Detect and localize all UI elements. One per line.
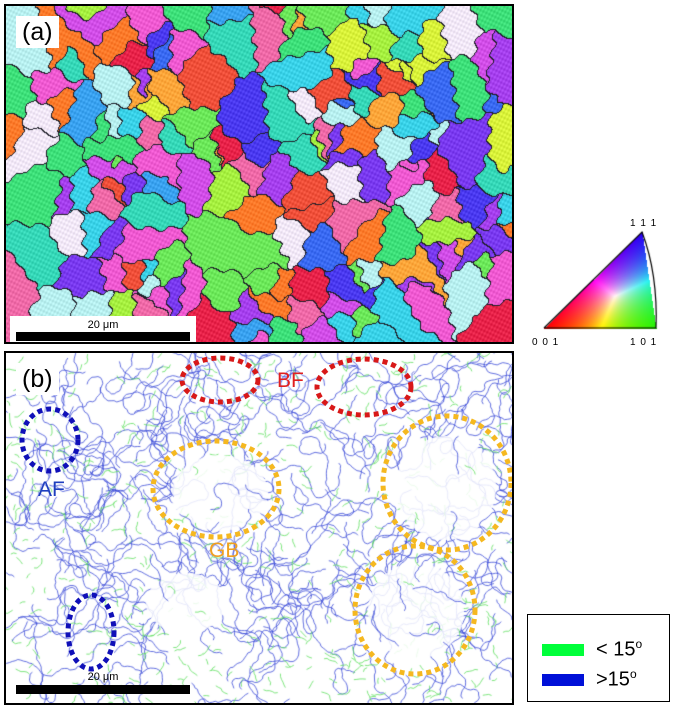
boundary-legend: < 15o >15o — [527, 614, 670, 702]
annotation-overlay — [19, 355, 512, 677]
legend-swatch-blue — [542, 674, 584, 686]
ipf-orientation-map: (a) 20 μm — [4, 4, 514, 344]
ipf-label-001: 0 0 1 — [532, 337, 560, 348]
scale-bar-label-b: 20 μm — [87, 671, 119, 683]
scale-bar-a — [16, 332, 190, 341]
af-circle-1 — [19, 406, 81, 474]
ipf-label-101: 1 0 1 — [630, 337, 658, 348]
legend-text-high: >15 — [596, 668, 630, 691]
ipf-triangle — [530, 214, 670, 334]
gb-circle-1 — [150, 438, 282, 540]
annotation-gb: GB — [209, 539, 240, 562]
bf-circle-1 — [179, 355, 261, 405]
panel-a-label: (a) — [16, 16, 59, 48]
ipf-label-111: 1 1 1 — [630, 218, 658, 229]
legend-sup-high: o — [629, 667, 637, 681]
legend-sup-low: o — [635, 637, 643, 651]
annotation-bf: BF — [277, 369, 304, 392]
annotation-af: AF — [38, 478, 65, 501]
orientation-map-canvas — [6, 6, 512, 342]
scale-bar-b — [16, 685, 190, 694]
legend-text-low: < 15 — [596, 638, 636, 661]
scale-bar-label-a: 20 μm — [87, 319, 119, 331]
grain-boundary-map: (b) BF AF GB 20 μm — [4, 351, 514, 705]
panel-b-label: (b) — [16, 363, 59, 395]
legend-swatch-green — [542, 644, 584, 656]
af-circle-2 — [65, 592, 117, 672]
gb-circle-2 — [380, 413, 512, 553]
boundary-map-canvas — [6, 353, 512, 703]
ipf-color-key: 1 1 1 0 0 1 1 0 1 — [530, 214, 670, 354]
gb-circle-3 — [352, 543, 478, 677]
bf-circle-2 — [314, 356, 414, 418]
